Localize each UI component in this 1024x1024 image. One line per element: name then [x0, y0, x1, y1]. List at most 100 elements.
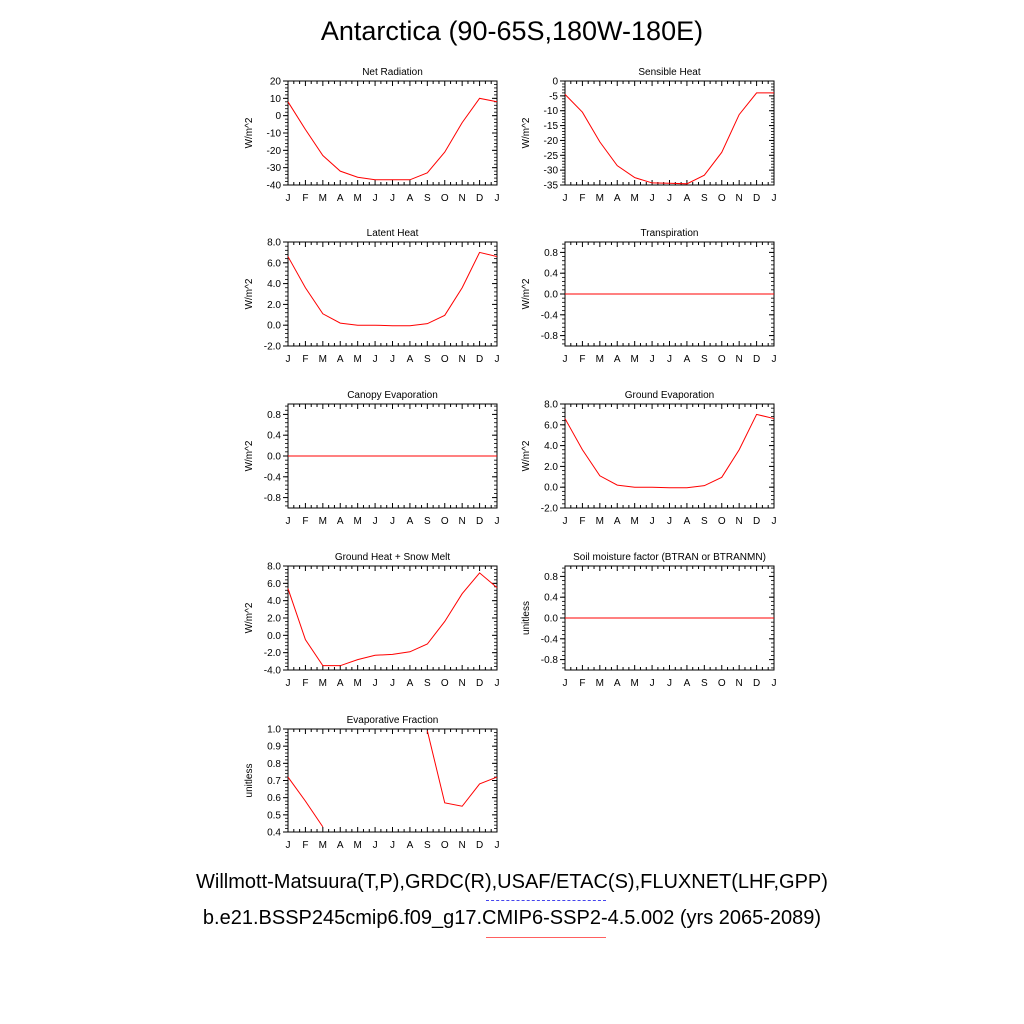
panel-3-x-tick-label: F	[302, 354, 308, 365]
panel-1-x-tick-label: A	[407, 193, 414, 204]
panel-9-x-tick-label: A	[407, 840, 414, 851]
panel-9-x-tick-label: J	[286, 840, 291, 851]
panel-9-x-tick-label: J	[373, 840, 378, 851]
panel-3-x-tick-label: J	[286, 354, 291, 365]
panel-8-x-tick-label: O	[718, 678, 726, 689]
panel-8-y-tick-label: -0.4	[541, 634, 559, 645]
panel-8-x-tick-label: S	[701, 678, 708, 689]
panel-8-x-tick-label: J	[772, 678, 777, 689]
panel-9-x-tick-label: D	[476, 840, 483, 851]
panel-1-x-tick-label: J	[286, 193, 291, 204]
panel-2-y-tick-label: -20	[544, 136, 559, 147]
panel-2-x-tick-label: M	[596, 193, 604, 204]
panel-6-x-tick-label: N	[736, 516, 743, 527]
panel-6-y-tick-label: 0.0	[544, 483, 558, 494]
panel-8-y-tick-label: 0.8	[544, 572, 558, 583]
panel-2-x-tick-label: J	[563, 193, 568, 204]
panel-6-y-axis-label: W/m^2	[521, 440, 532, 471]
panel-9-series-line	[287, 776, 324, 828]
panel-1-x-tick-label: A	[337, 193, 344, 204]
panel-4-x-tick-label: A	[614, 354, 621, 365]
panel-4-y-tick-label: -0.8	[541, 331, 559, 342]
panel-6-title: Ground Evaporation	[625, 390, 715, 401]
panel-4-y-tick-label: 0.8	[544, 248, 558, 259]
panel-2-y-tick-label: -10	[544, 106, 559, 117]
panel-2-x-tick-label: A	[684, 193, 691, 204]
panel-4-x-tick-label: N	[736, 354, 743, 365]
panel-3-x-tick-label: J	[373, 354, 378, 365]
panel-7-x-tick-label: M	[319, 678, 327, 689]
panel-3-x-tick-label: J	[390, 354, 395, 365]
panel-3-title: Latent Heat	[367, 228, 419, 239]
panel-9-x-tick-label: F	[302, 840, 308, 851]
panel-2-x-tick-label: M	[630, 193, 638, 204]
panel-6-x-tick-label: M	[630, 516, 638, 527]
panel-3-plot-frame	[287, 241, 498, 347]
panel-8-y-axis-label: unitless	[521, 601, 532, 635]
panel-1-series-line	[287, 97, 498, 181]
panel-7-x-tick-label: M	[353, 678, 361, 689]
panel-6-x-tick-label: J	[772, 516, 777, 527]
panel-4-x-tick-label: F	[579, 354, 585, 365]
panel-8-x-tick-label: F	[579, 678, 585, 689]
panel-8-y-tick-label: -0.8	[541, 655, 559, 666]
panel-7-x-tick-label: J	[390, 678, 395, 689]
panel-5-x-tick-label: J	[373, 516, 378, 527]
panel-2-title: Sensible Heat	[638, 67, 700, 78]
page-title: Antarctica (90-65S,180W-180E)	[320, 16, 704, 46]
panel-4-x-tick-label: S	[701, 354, 708, 365]
panel-6-x-tick-label: A	[684, 516, 691, 527]
panel-7-x-tick-label: O	[441, 678, 449, 689]
panel-3-series-line	[287, 251, 498, 327]
panel-7-y-axis-label: W/m^2	[244, 602, 255, 633]
panel-7-y-tick-label: 4.0	[267, 596, 281, 607]
panel-2-x-tick-label: J	[667, 193, 672, 204]
panel-4-x-tick-label: J	[563, 354, 568, 365]
panel-8-x-tick-label: M	[630, 678, 638, 689]
panel-4-x-tick-label: O	[718, 354, 726, 365]
panel-5-x-tick-label: M	[353, 516, 361, 527]
panel-3-y-axis-label: W/m^2	[244, 278, 255, 309]
panel-1-y-tick-label: -10	[267, 129, 282, 140]
panel-7-x-tick-label: J	[286, 678, 291, 689]
panel-9-x-tick-label: S	[424, 840, 431, 851]
panel-7-y-tick-label: 8.0	[267, 562, 281, 573]
panel-8-x-tick-label: N	[736, 678, 743, 689]
panel-2-x-tick-label: D	[753, 193, 760, 204]
panel-2-x-tick-label: J	[772, 193, 777, 204]
panel-3-y-tick-label: 6.0	[267, 258, 281, 269]
panel-9-y-tick-label: 0.7	[267, 776, 281, 787]
panel-6-x-tick-label: A	[614, 516, 621, 527]
panel-7-y-tick-label: 6.0	[267, 579, 281, 590]
panel-7-x-tick-label: J	[495, 678, 500, 689]
panel-2-x-tick-label: S	[701, 193, 708, 204]
panel-4-y-tick-label: 0.0	[544, 290, 558, 301]
panel-9-x-tick-label: O	[441, 840, 449, 851]
panel-2-plot-frame	[564, 80, 775, 186]
panel-5-x-tick-label: D	[476, 516, 483, 527]
panel-3-x-tick-label: S	[424, 354, 431, 365]
panel-3-x-tick-label: J	[495, 354, 500, 365]
panel-5-y-tick-label: -0.8	[264, 493, 282, 504]
panel-9-y-tick-label: 0.5	[267, 810, 281, 821]
panel-9-series-line	[426, 730, 498, 807]
panel-5-x-tick-label: J	[390, 516, 395, 527]
panel-9-x-tick-label: M	[353, 840, 361, 851]
panel-4-x-tick-label: A	[684, 354, 691, 365]
panel-8-x-tick-label: J	[563, 678, 568, 689]
panel-7-y-tick-label: -4.0	[264, 666, 282, 677]
panel-1-y-axis-label: W/m^2	[244, 117, 255, 148]
panel-6-y-tick-label: 2.0	[544, 462, 558, 473]
panel-1-y-tick-label: 20	[270, 77, 282, 88]
panel-1-x-tick-label: M	[353, 193, 361, 204]
panel-1-y-tick-label: -30	[267, 163, 282, 174]
panel-2-y-axis-label: W/m^2	[521, 117, 532, 148]
panel-8-title: Soil moisture factor (BTRAN or BTRANMN)	[573, 552, 766, 563]
panel-6-series-line	[564, 413, 775, 489]
panel-3-x-tick-label: N	[459, 354, 466, 365]
panel-4-x-tick-label: J	[667, 354, 672, 365]
